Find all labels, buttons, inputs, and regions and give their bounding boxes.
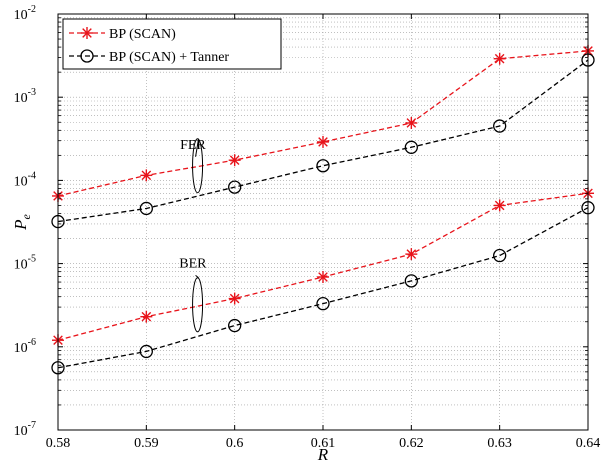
y-tick-label: 10-2 [14, 4, 36, 23]
series-line [57, 207, 589, 369]
asterisk-marker [140, 310, 153, 323]
y-tick-label: 10-7 [14, 420, 36, 439]
circle-marker [404, 140, 418, 154]
y-tick-label: 10-6 [14, 337, 36, 356]
asterisk-marker [493, 199, 506, 212]
circle-marker [316, 159, 330, 173]
circle-marker [228, 180, 242, 194]
asterisk-marker [493, 52, 506, 65]
circle-marker [139, 201, 153, 216]
x-tick-label: 0.64 [576, 436, 601, 451]
axes: 0.58 0.59 0.6 0.61 0.62 0.63 0.64 10-7 10-6 10-5 1… [11, 4, 600, 464]
asterisk-marker [228, 292, 241, 305]
asterisk-marker [317, 271, 329, 284]
x-tick-label: 0.59 [134, 436, 159, 451]
annotation-ber: BER [179, 256, 207, 271]
group-ellipse [192, 277, 204, 333]
x-tick-label: 0.62 [399, 436, 424, 451]
x-axis-label: R [317, 445, 329, 464]
annotation-pointer [195, 275, 199, 279]
y-axis-label: Pe [11, 213, 33, 230]
series-fer-asterisk [52, 44, 594, 202]
asterisk-marker [81, 27, 93, 39]
series-fer-circle [51, 53, 595, 229]
annotation-pointer [195, 138, 200, 157]
asterisk-marker [140, 169, 153, 182]
x-tick-label: 0.61 [311, 436, 336, 451]
series-line [57, 59, 589, 223]
legend-label: BP (SCAN) [109, 27, 176, 42]
circle-marker [228, 318, 242, 333]
x-tick-label: 0.63 [487, 436, 512, 451]
x-tick-label: 0.58 [46, 436, 71, 451]
circle-marker [316, 297, 330, 311]
asterisk-marker [228, 154, 241, 167]
circle-marker [80, 49, 94, 63]
circle-marker [139, 344, 153, 359]
legend-box [62, 18, 282, 70]
y-tick-label: 10-4 [14, 170, 36, 189]
asterisk-marker [405, 116, 418, 129]
asterisk-marker [317, 135, 329, 148]
circle-marker [404, 274, 418, 288]
y-tick-label: 10-3 [14, 87, 36, 106]
asterisk-marker [405, 248, 418, 261]
legend-label: BP (SCAN) + Tanner [109, 50, 229, 65]
x-tick-label: 0.6 [226, 436, 244, 451]
y-tick-label: 10-5 [14, 254, 36, 273]
legend-item: BP (SCAN) [69, 27, 176, 42]
circle-marker [493, 119, 507, 133]
legend: BP (SCAN) BP (SCAN) + Tanner [62, 18, 282, 70]
circle-marker [493, 248, 507, 263]
group-ellipse [192, 138, 204, 194]
legend-item: BP (SCAN) + Tanner [69, 49, 229, 65]
